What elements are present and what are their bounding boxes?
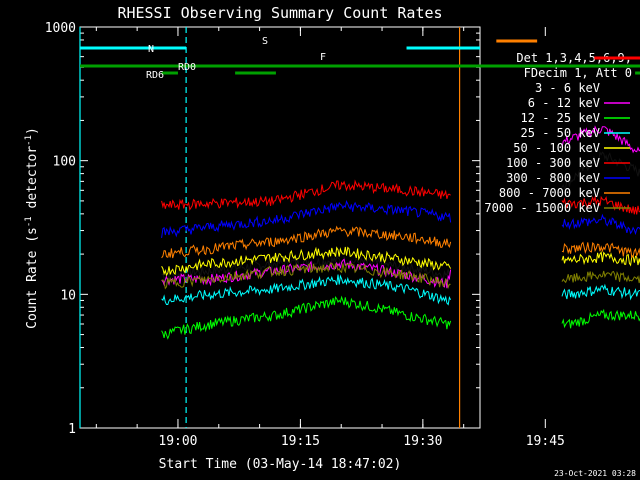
legend-header-2: FDecim 1, Att 0 [524,66,632,80]
x-axis-label: Start Time (03-May-14 18:47:02) [159,457,402,472]
series-line-3 [161,274,640,306]
legend-label-8: 7000 - 15000 keV [484,201,600,215]
x-tick-label: 19:30 [403,434,442,449]
y-tick-label: 100 [53,155,76,170]
y-axis-label-sup2: -1 [24,135,34,146]
legend-label-6: 300 - 800 keV [506,171,600,185]
flag-label-f: F [320,52,326,63]
series-line-6 [161,200,640,238]
y-axis-label: Count Rate (s-1 detector-1) [24,127,40,329]
series-line-7 [161,225,640,259]
legend-label-7: 800 - 7000 keV [499,186,600,200]
legend-header-1: Det 1,3,4,5,6,9, [516,51,632,65]
y-axis-label-main: Count Rate (s [25,227,40,329]
footer-timestamp: 23-Oct-2021 03:28 [554,469,636,478]
y-axis-label-mid: detector [25,146,40,217]
legend-label-3: 25 - 50 keV [521,126,600,140]
flag-label-n: N [148,44,154,55]
series-line-2 [161,295,640,340]
x-tick-label: 19:15 [281,434,320,449]
y-axis-label-sup1: -1 [24,216,34,227]
series-line-5 [161,179,640,215]
x-tick-label: 19:45 [526,434,565,449]
series-line-4 [161,246,640,277]
y-tick-label: 1 [68,422,76,437]
series-line-8 [161,262,640,290]
legend-label-0: 3 - 6 keV [535,81,600,95]
legend-label-5: 100 - 300 keV [506,156,600,170]
legend-label-2: 12 - 25 keV [521,111,600,125]
x-tick-label: 19:00 [158,434,197,449]
flag-label-rd0: RD0 [178,62,196,73]
y-axis-label-end: ) [25,127,40,135]
y-tick-label: 1000 [45,21,76,36]
plot-area: 100010010119:0019:1519:3019:4520:0020:15… [45,21,640,449]
y-tick-label: 10 [60,288,76,303]
chart-title: RHESSI Observing Summary Count Rates [117,4,442,22]
plot-frame [79,26,481,429]
legend-label-4: 50 - 100 keV [513,141,600,155]
legend-label-1: 6 - 12 keV [528,96,600,110]
flag-label-s: S [262,36,268,47]
flag-label-rd6: RD6 [146,70,164,81]
